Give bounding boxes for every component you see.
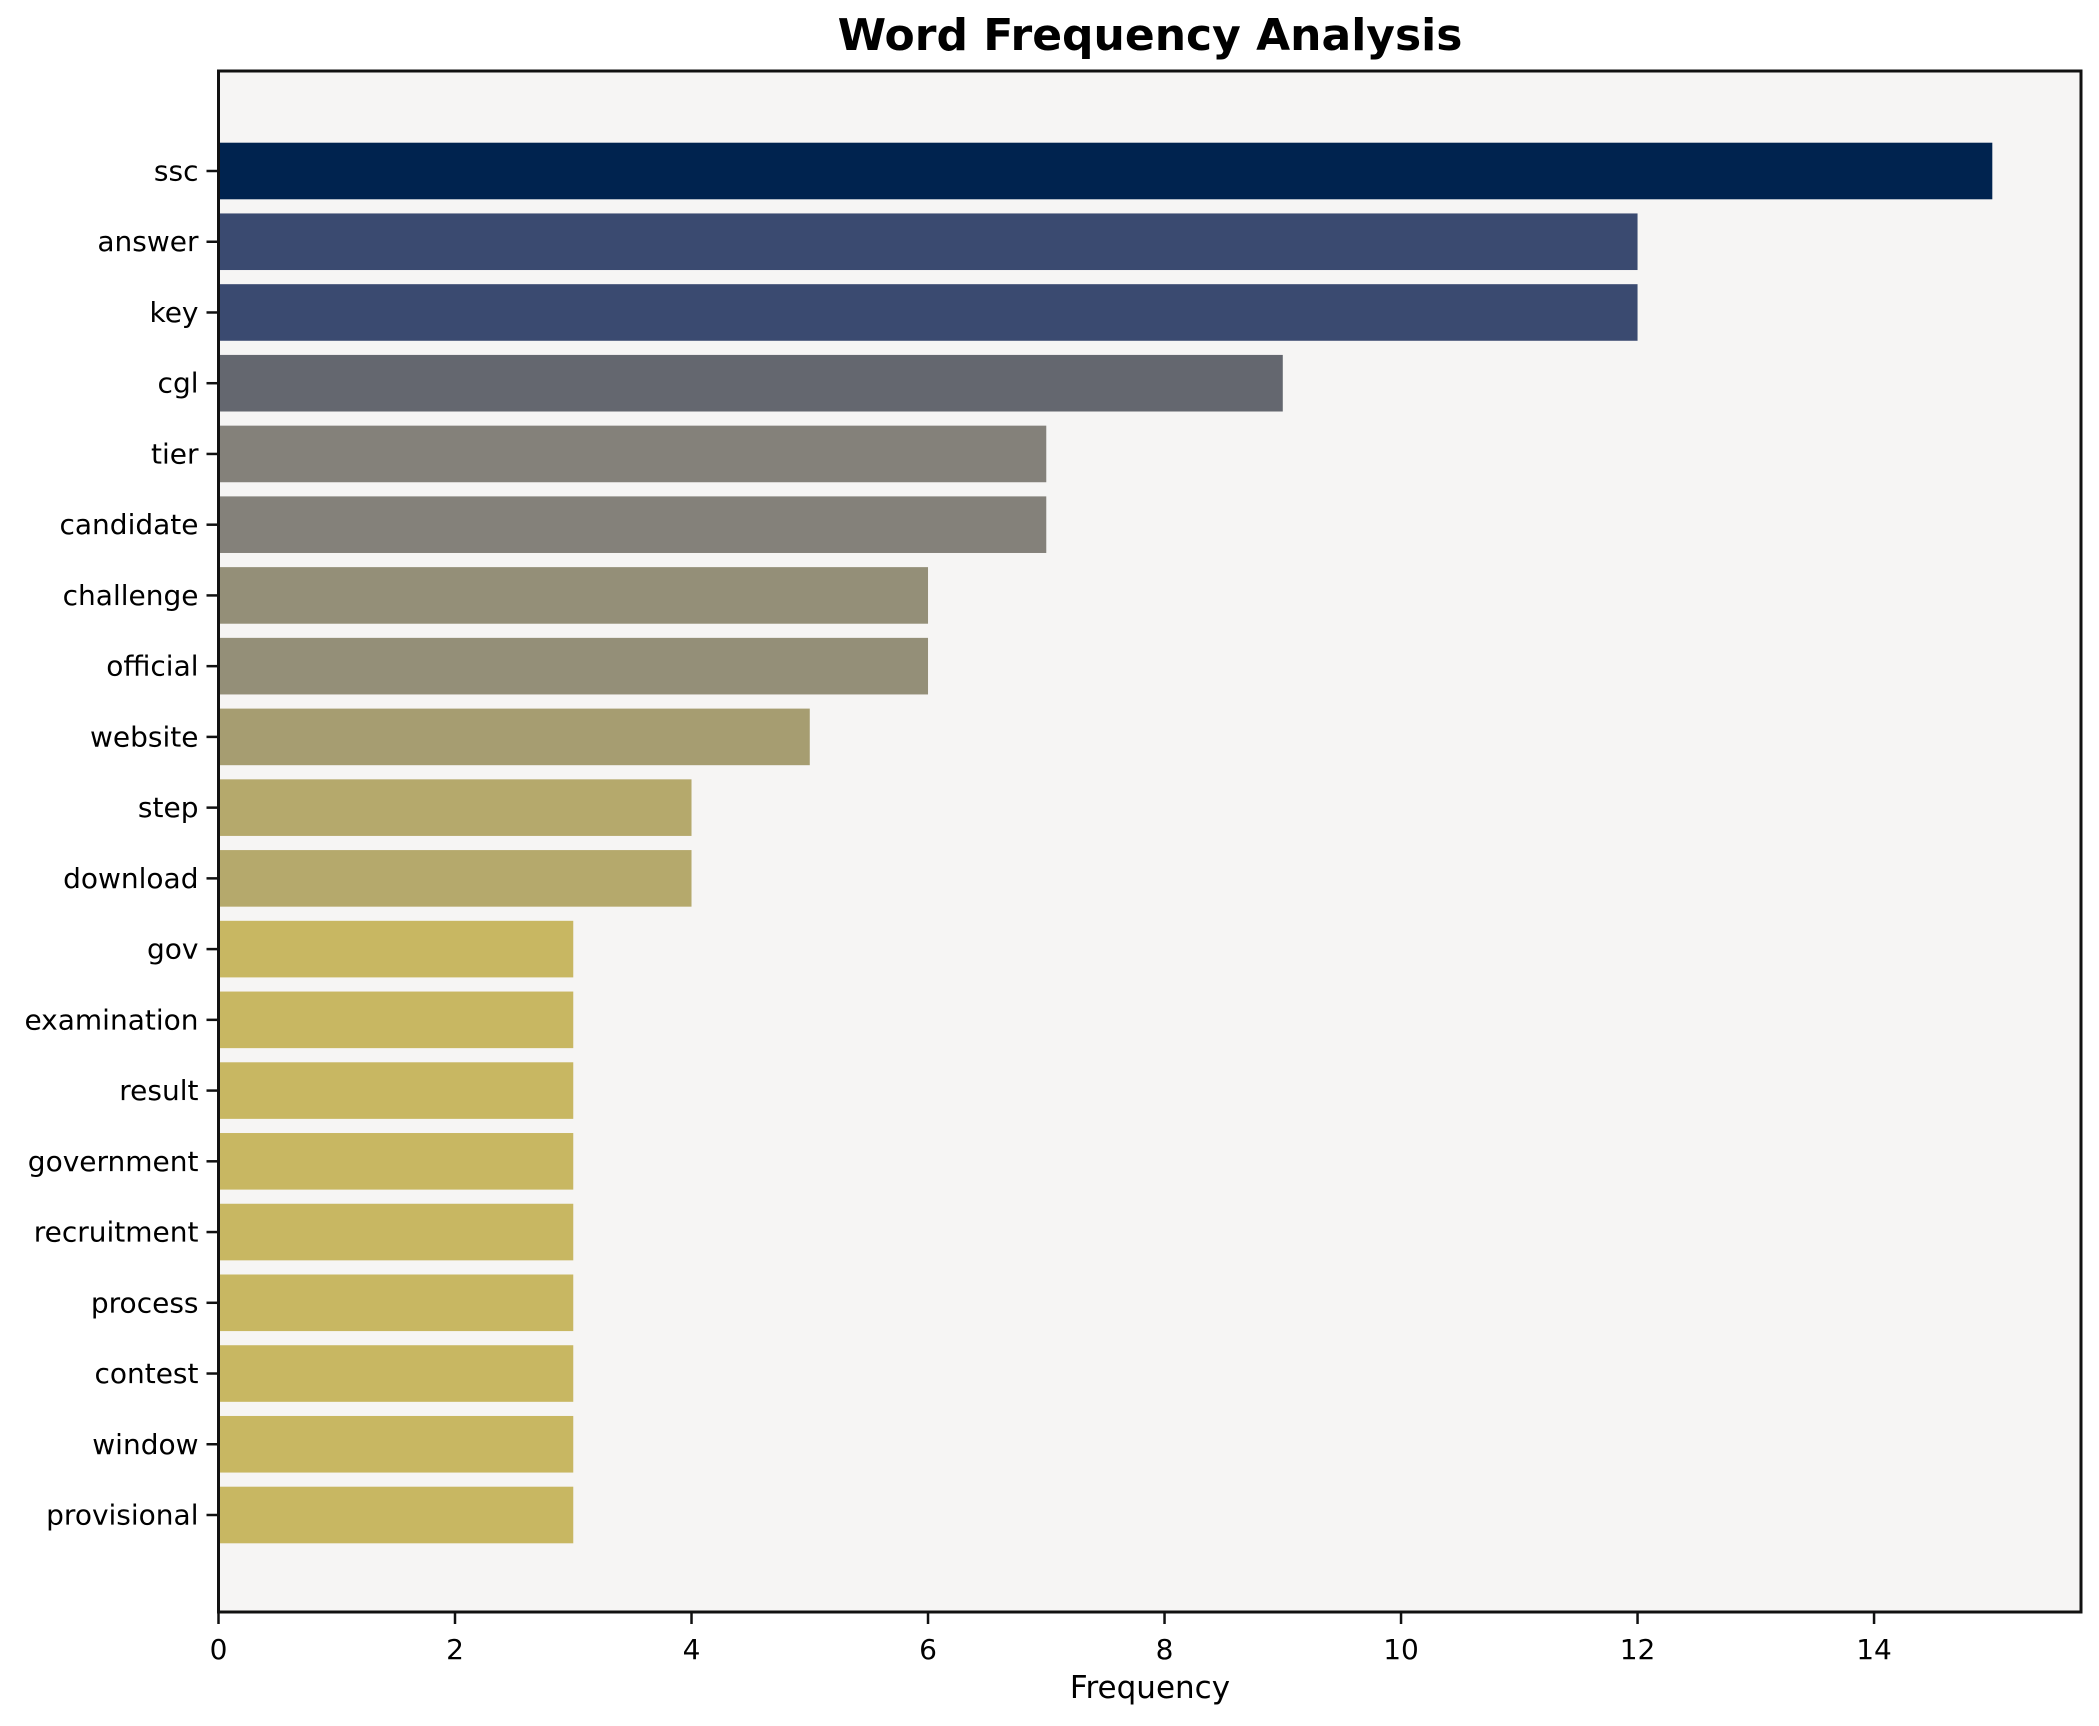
plot-layer: ssc answer key cgl tier candidate challenge off… [24, 69, 2083, 1666]
x-tick-label-6: 6 [919, 1633, 937, 1666]
y-tick-label-official: official [106, 650, 198, 683]
y-tick-label-provisional: provisional [46, 1499, 198, 1532]
y-tick-label-recruitment: recruitment [34, 1216, 199, 1249]
bar-key [218, 284, 1638, 341]
y-tick-label-key: key [149, 296, 198, 329]
bar-cgl [218, 354, 1283, 412]
bar-window [218, 1415, 574, 1473]
bar-result [218, 1062, 574, 1119]
x-tick-label-8: 8 [1156, 1633, 1174, 1666]
x-tick-label-0: 0 [210, 1633, 228, 1666]
chart-title: Word Frequency Analysis [838, 10, 1463, 61]
y-tick-label-contest: contest [94, 1357, 198, 1390]
bar-ssc [218, 142, 1993, 200]
y-tick-label-government: government [28, 1145, 199, 1178]
y-tick-label-cgl: cgl [158, 367, 199, 400]
x-tick-label-2: 2 [446, 1633, 464, 1666]
bar-government [218, 1133, 574, 1190]
bar-download [218, 850, 692, 907]
y-tick-label-download: download [63, 862, 198, 895]
y-tick-label-examination: examination [24, 1003, 198, 1036]
bar-candidate [218, 496, 1047, 553]
bar-contest [218, 1345, 574, 1402]
y-tick-label-website: website [90, 720, 198, 753]
y-tick-label-step: step [138, 791, 199, 824]
bar-answer [218, 213, 1638, 271]
bar-official [218, 637, 929, 695]
y-tick-label-ssc: ssc [154, 155, 199, 188]
bar-recruitment [218, 1203, 574, 1261]
y-tick-label-tier: tier [151, 437, 199, 470]
x-axis-label: Frequency [1070, 1670, 1230, 1706]
y-tick-label-process: process [91, 1286, 199, 1319]
y-tick-label-result: result [119, 1074, 198, 1107]
bar-gov [218, 920, 574, 978]
bar-provisional [218, 1486, 574, 1544]
bar-process [218, 1274, 574, 1332]
y-tick-label-challenge: challenge [63, 579, 199, 612]
plot-frame [217, 69, 2083, 1614]
bar-tier [218, 425, 1047, 483]
bar-challenge [218, 567, 929, 624]
y-tick-label-answer: answer [97, 225, 199, 258]
x-tick-label-14: 14 [1856, 1633, 1892, 1666]
x-tick-label-12: 12 [1620, 1633, 1656, 1666]
bar-website [218, 708, 810, 766]
x-tick-label-4: 4 [683, 1633, 701, 1666]
x-tick-label-10: 10 [1383, 1633, 1419, 1666]
bar-step [218, 779, 692, 836]
y-tick-label-window: window [92, 1428, 198, 1461]
y-tick-label-gov: gov [147, 933, 198, 966]
bar-examination [218, 991, 574, 1049]
y-tick-label-candidate: candidate [60, 508, 199, 541]
